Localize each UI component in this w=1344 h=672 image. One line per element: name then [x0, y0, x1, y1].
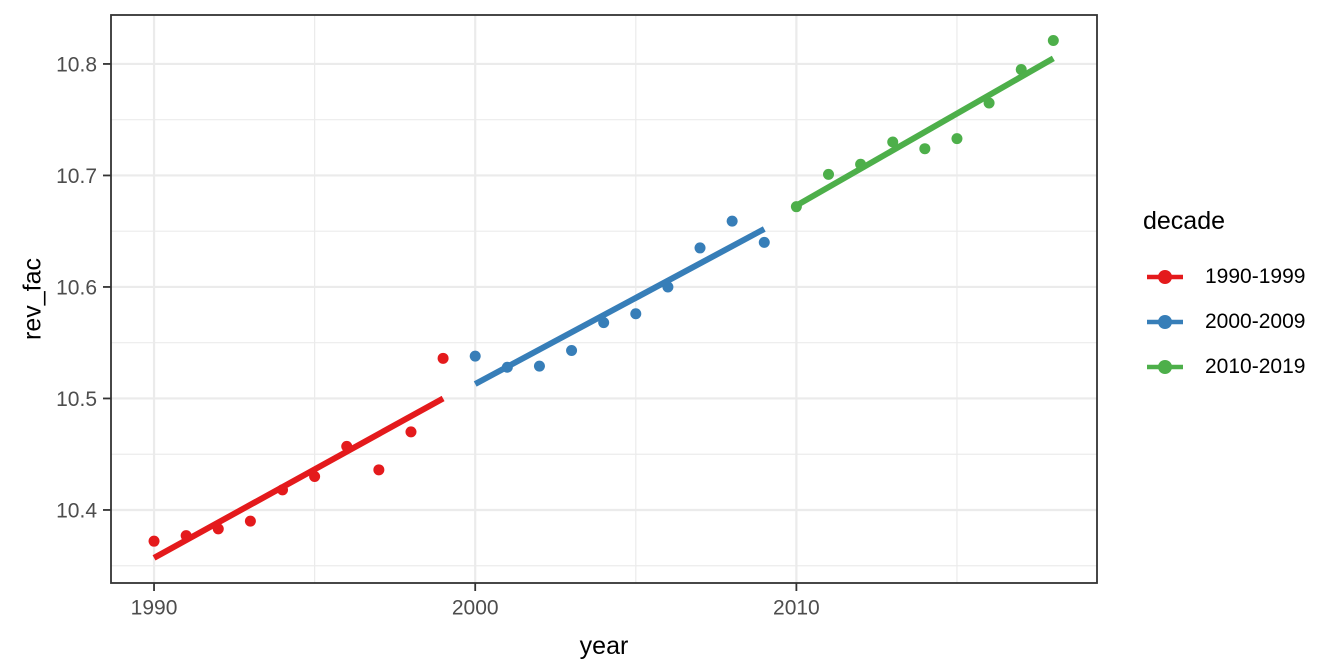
data-point	[726, 215, 738, 227]
y-tick-label: 10.5	[56, 388, 97, 411]
legend-title: decade	[1143, 207, 1226, 235]
legend-key-point	[1158, 270, 1172, 284]
data-point	[469, 350, 481, 362]
trend-line	[794, 55, 1055, 209]
data-point	[694, 242, 706, 254]
legend-entry-label: 1990-1999	[1205, 265, 1306, 288]
x-tick-label: 1990	[131, 597, 178, 620]
y-tick-label: 10.6	[56, 276, 97, 299]
legend-entry: 2010-2019	[1143, 350, 1305, 384]
y-tick-label: 10.4	[56, 499, 97, 522]
legend-entry: 1990-1999	[1143, 260, 1305, 294]
legend-entry: 2000-2009	[1143, 305, 1305, 339]
data-point	[533, 360, 545, 372]
legend-key-icon	[1147, 270, 1183, 284]
panel-border	[110, 14, 1098, 584]
legend-key-icon	[1147, 360, 1183, 374]
legend-key-point	[1158, 315, 1172, 329]
data-point	[244, 515, 256, 527]
data-point	[758, 236, 770, 248]
y-tick-label: 10.8	[56, 53, 97, 76]
data-point	[822, 168, 834, 180]
legend-entry-label: 2010-2019	[1205, 355, 1306, 378]
x-tick-label: 2000	[452, 597, 499, 620]
x-tick-label: 2010	[773, 597, 820, 620]
trend-line	[473, 226, 766, 387]
legend-entries: 1990-1999 2000-2009 2010-2019	[1143, 260, 1305, 384]
data-point	[373, 464, 385, 476]
data-point	[887, 136, 899, 148]
legend: decade 1990-1999 2000-2009 2010-2019	[1143, 207, 1305, 395]
legend-key-point	[1158, 360, 1172, 374]
data-point	[405, 426, 417, 438]
data-point	[951, 133, 963, 145]
data-point	[437, 352, 449, 364]
data-point	[983, 97, 995, 109]
data-point	[148, 535, 160, 547]
data-point	[630, 308, 642, 320]
legend-key-icon	[1147, 315, 1183, 329]
data-point	[566, 345, 578, 357]
y-tick-label: 10.7	[56, 165, 97, 188]
data-point	[919, 143, 931, 155]
legend-entry-label: 2000-2009	[1205, 310, 1306, 333]
x-axis-title: year	[579, 632, 629, 660]
data-point	[1047, 35, 1059, 47]
y-axis-title: rev_fac	[18, 258, 47, 340]
trend-line	[152, 395, 445, 561]
